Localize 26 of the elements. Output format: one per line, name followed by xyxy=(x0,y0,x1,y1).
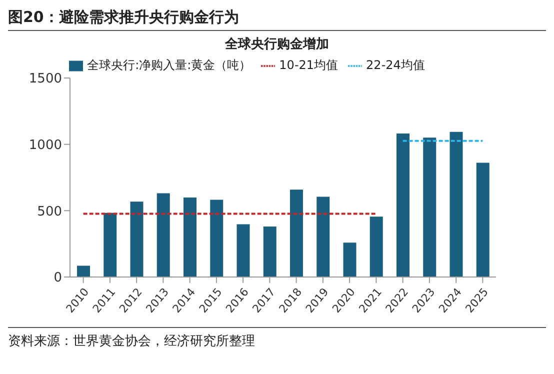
chart-title: 图20：避险需求推升央行购金行为 xyxy=(8,8,546,31)
bar xyxy=(184,198,196,277)
bar xyxy=(316,196,330,277)
bar xyxy=(290,190,303,277)
bar xyxy=(370,216,383,277)
legend-label: 10-21均值 xyxy=(279,58,338,72)
bar xyxy=(156,193,170,277)
y-tick-label: 500 xyxy=(37,204,62,220)
bar xyxy=(343,242,356,277)
bar xyxy=(396,133,410,277)
y-tick-label: 0 xyxy=(54,270,62,286)
bar xyxy=(77,266,90,277)
bar xyxy=(210,200,224,277)
legend-label: 22-24均值 xyxy=(366,58,425,72)
bar xyxy=(104,212,117,277)
y-tick-label: 1500 xyxy=(28,72,62,87)
y-tick-label: 1000 xyxy=(28,138,62,153)
legend-label: 全球央行:净购入量:黄金（吨） xyxy=(87,58,252,72)
text: 资料来源：世界黄金协会，经济研究所整理 xyxy=(8,333,256,350)
bar xyxy=(450,132,463,277)
bar xyxy=(130,202,144,277)
bar xyxy=(236,224,250,277)
bar xyxy=(423,138,436,277)
chart-subtitle: 全球央行购金增加 xyxy=(224,36,330,53)
bar xyxy=(476,162,490,277)
bar xyxy=(263,226,276,277)
